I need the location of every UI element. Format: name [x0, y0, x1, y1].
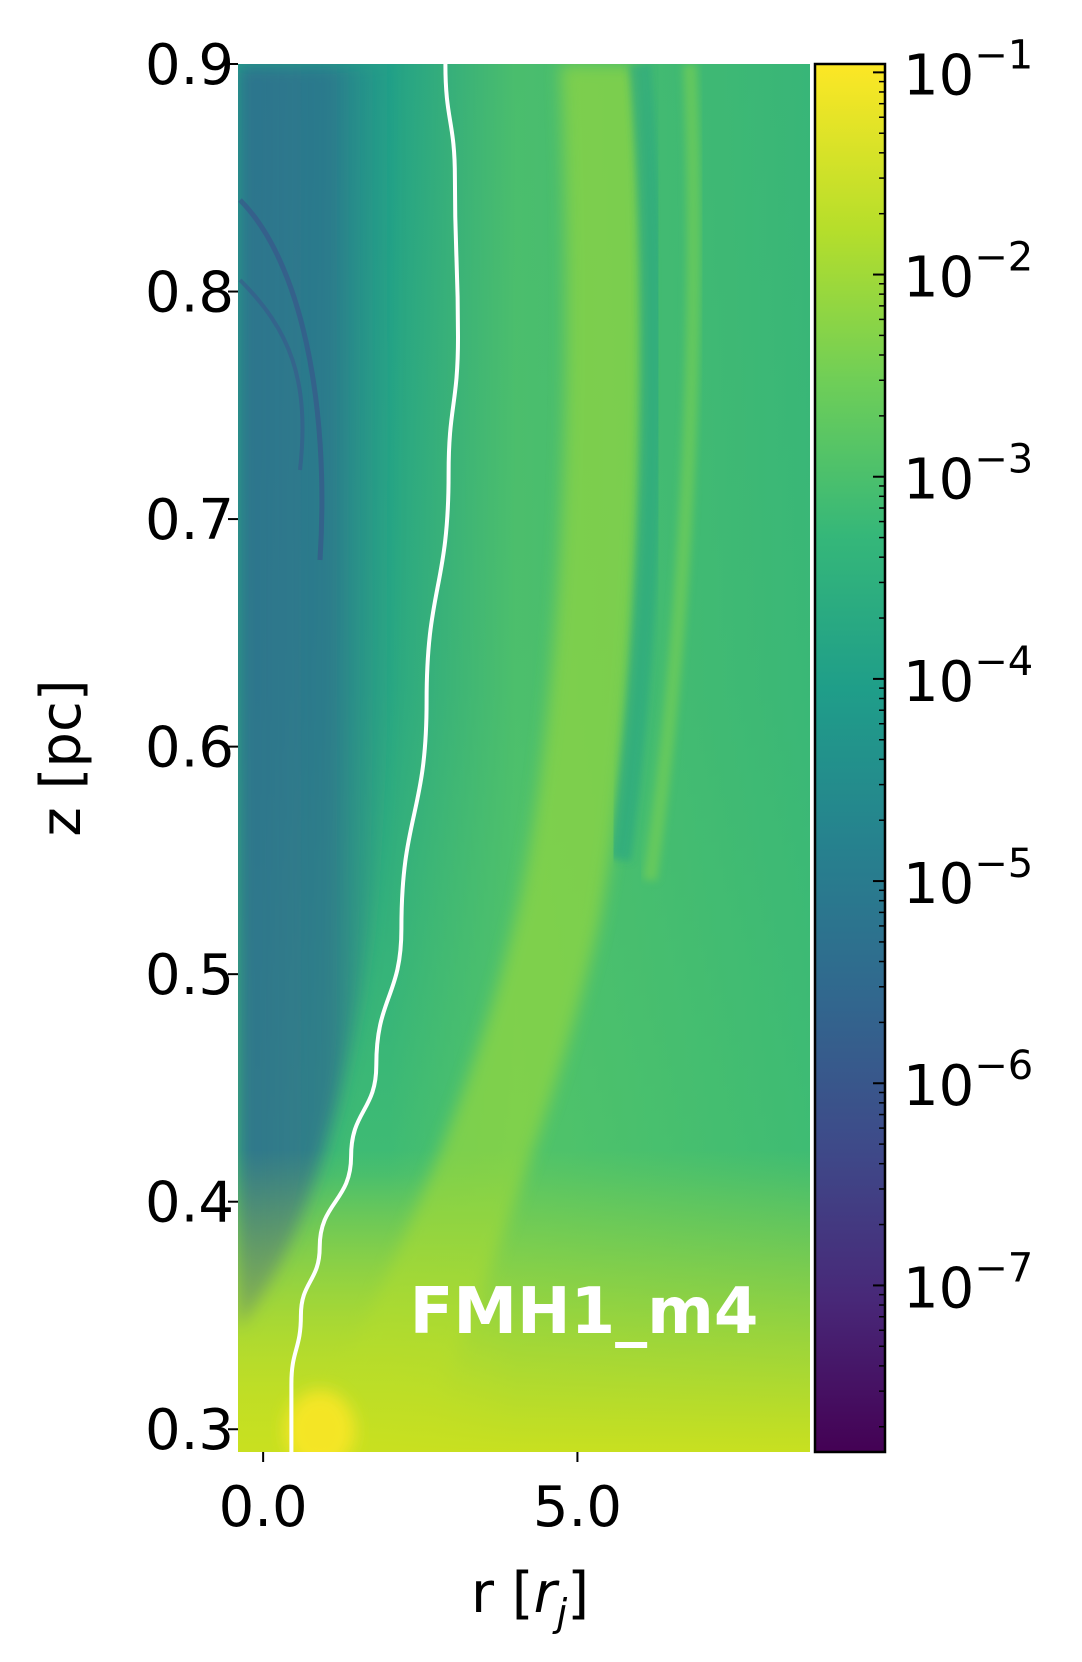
colorbar-tick-label: 10−3: [903, 437, 1033, 513]
y-tick-label: 0.9: [145, 33, 234, 98]
colorbar-tick-label: 10−5: [903, 841, 1033, 917]
colorbar-tick-label: 10−2: [903, 235, 1033, 311]
contour-path: [289, 64, 461, 1452]
x-axis: 0.0 5.0: [219, 1452, 622, 1540]
x-axis-label-close: ]: [567, 1561, 589, 1626]
colorbar-tick-label: 10−4: [903, 639, 1033, 715]
annotation-label: FMH1_m4: [410, 1275, 759, 1349]
heatmap-field: [238, 64, 810, 1452]
contour-line: [289, 64, 461, 1452]
y-tick-label: 0.6: [145, 716, 234, 781]
y-tick-label: 0.5: [145, 943, 234, 1008]
x-axis-label-prefix: r [: [471, 1561, 534, 1626]
colorbar-tick-label: 10−1: [903, 32, 1033, 108]
y-tick-label: 0.8: [145, 261, 234, 326]
colorbar-ticks: 10−7 10−6 10−5 10−4 10−3 10−2 10−1: [873, 32, 1033, 1428]
y-tick-label: 0.7: [145, 488, 234, 553]
x-tick-label: 5.0: [533, 1475, 622, 1540]
x-axis-label-var: r: [534, 1561, 560, 1626]
y-tick-label: 0.4: [145, 1171, 234, 1236]
colorbar-tick-label: 10−7: [903, 1245, 1033, 1321]
x-axis-label: r [rj]: [471, 1561, 589, 1635]
colorbar-tick-label: 10−6: [903, 1043, 1033, 1119]
y-tick-label: 0.3: [145, 1398, 234, 1463]
y-axis: 0.3 0.4 0.5 0.6 0.7 0.8 0.9: [145, 33, 238, 1463]
colorbar: [813, 62, 887, 1454]
y-axis-label: z [pc]: [29, 679, 94, 836]
x-tick-label: 0.0: [219, 1475, 308, 1540]
